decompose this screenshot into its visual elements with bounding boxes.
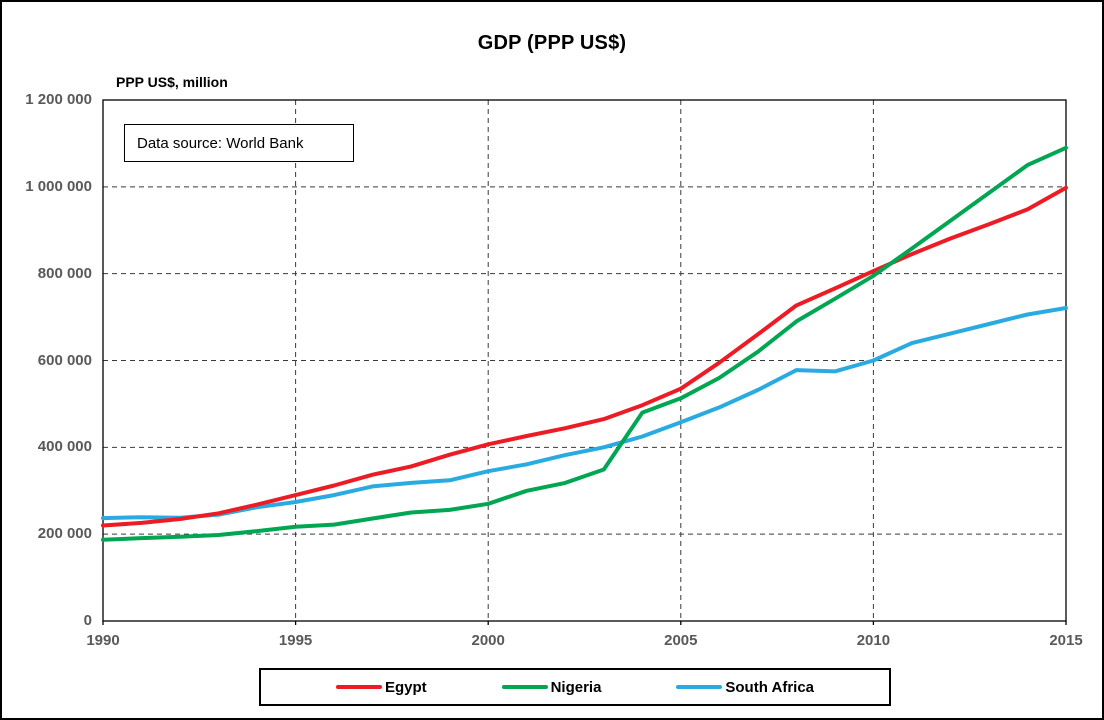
- x-tick-label: 2015: [1049, 632, 1083, 649]
- series-line-nigeria: [101, 145, 1068, 542]
- legend-label: Nigeria: [550, 678, 602, 696]
- legend-line-swatch: [501, 685, 548, 689]
- x-tick-label: 1990: [86, 632, 120, 649]
- legend-line-swatch: [676, 685, 723, 689]
- legend-label: Egypt: [384, 678, 427, 696]
- y-tick-label: 400 000: [37, 438, 92, 456]
- y-axis-unit-label: PPP US$, million: [116, 74, 228, 90]
- y-tick-label: 1 200 000: [25, 91, 92, 108]
- legend: Egypt Nigeria South Africa: [259, 668, 891, 706]
- x-tick-label: 1995: [278, 632, 313, 649]
- plot-border: [102, 99, 1067, 622]
- y-tick-label: 600 000: [37, 351, 92, 369]
- chart-title: GDP (PPP US$): [477, 32, 627, 54]
- series-line-egypt: [101, 185, 1068, 528]
- data-source-box: Data source: World Bank: [124, 124, 354, 162]
- y-tick-label: 200 000: [37, 525, 92, 543]
- x-tick-label: 2005: [664, 632, 698, 649]
- data-source-text: Data source: World Bank: [137, 134, 304, 152]
- x-tick-label: 2010: [856, 632, 891, 649]
- legend-item-nigeria: Nigeria: [501, 678, 602, 696]
- y-tick-label: 0: [83, 612, 92, 629]
- x-tick-label: 2000: [471, 632, 505, 649]
- series-line-south-africa: [101, 306, 1068, 521]
- legend-label: South Africa: [725, 678, 815, 696]
- legend-line-swatch: [335, 685, 382, 689]
- legend-item-egypt: Egypt: [335, 678, 427, 696]
- legend-item-south-africa: South Africa: [676, 679, 814, 696]
- y-tick-label: 1 000 000: [25, 177, 92, 195]
- y-tick-label: 800 000: [37, 264, 92, 282]
